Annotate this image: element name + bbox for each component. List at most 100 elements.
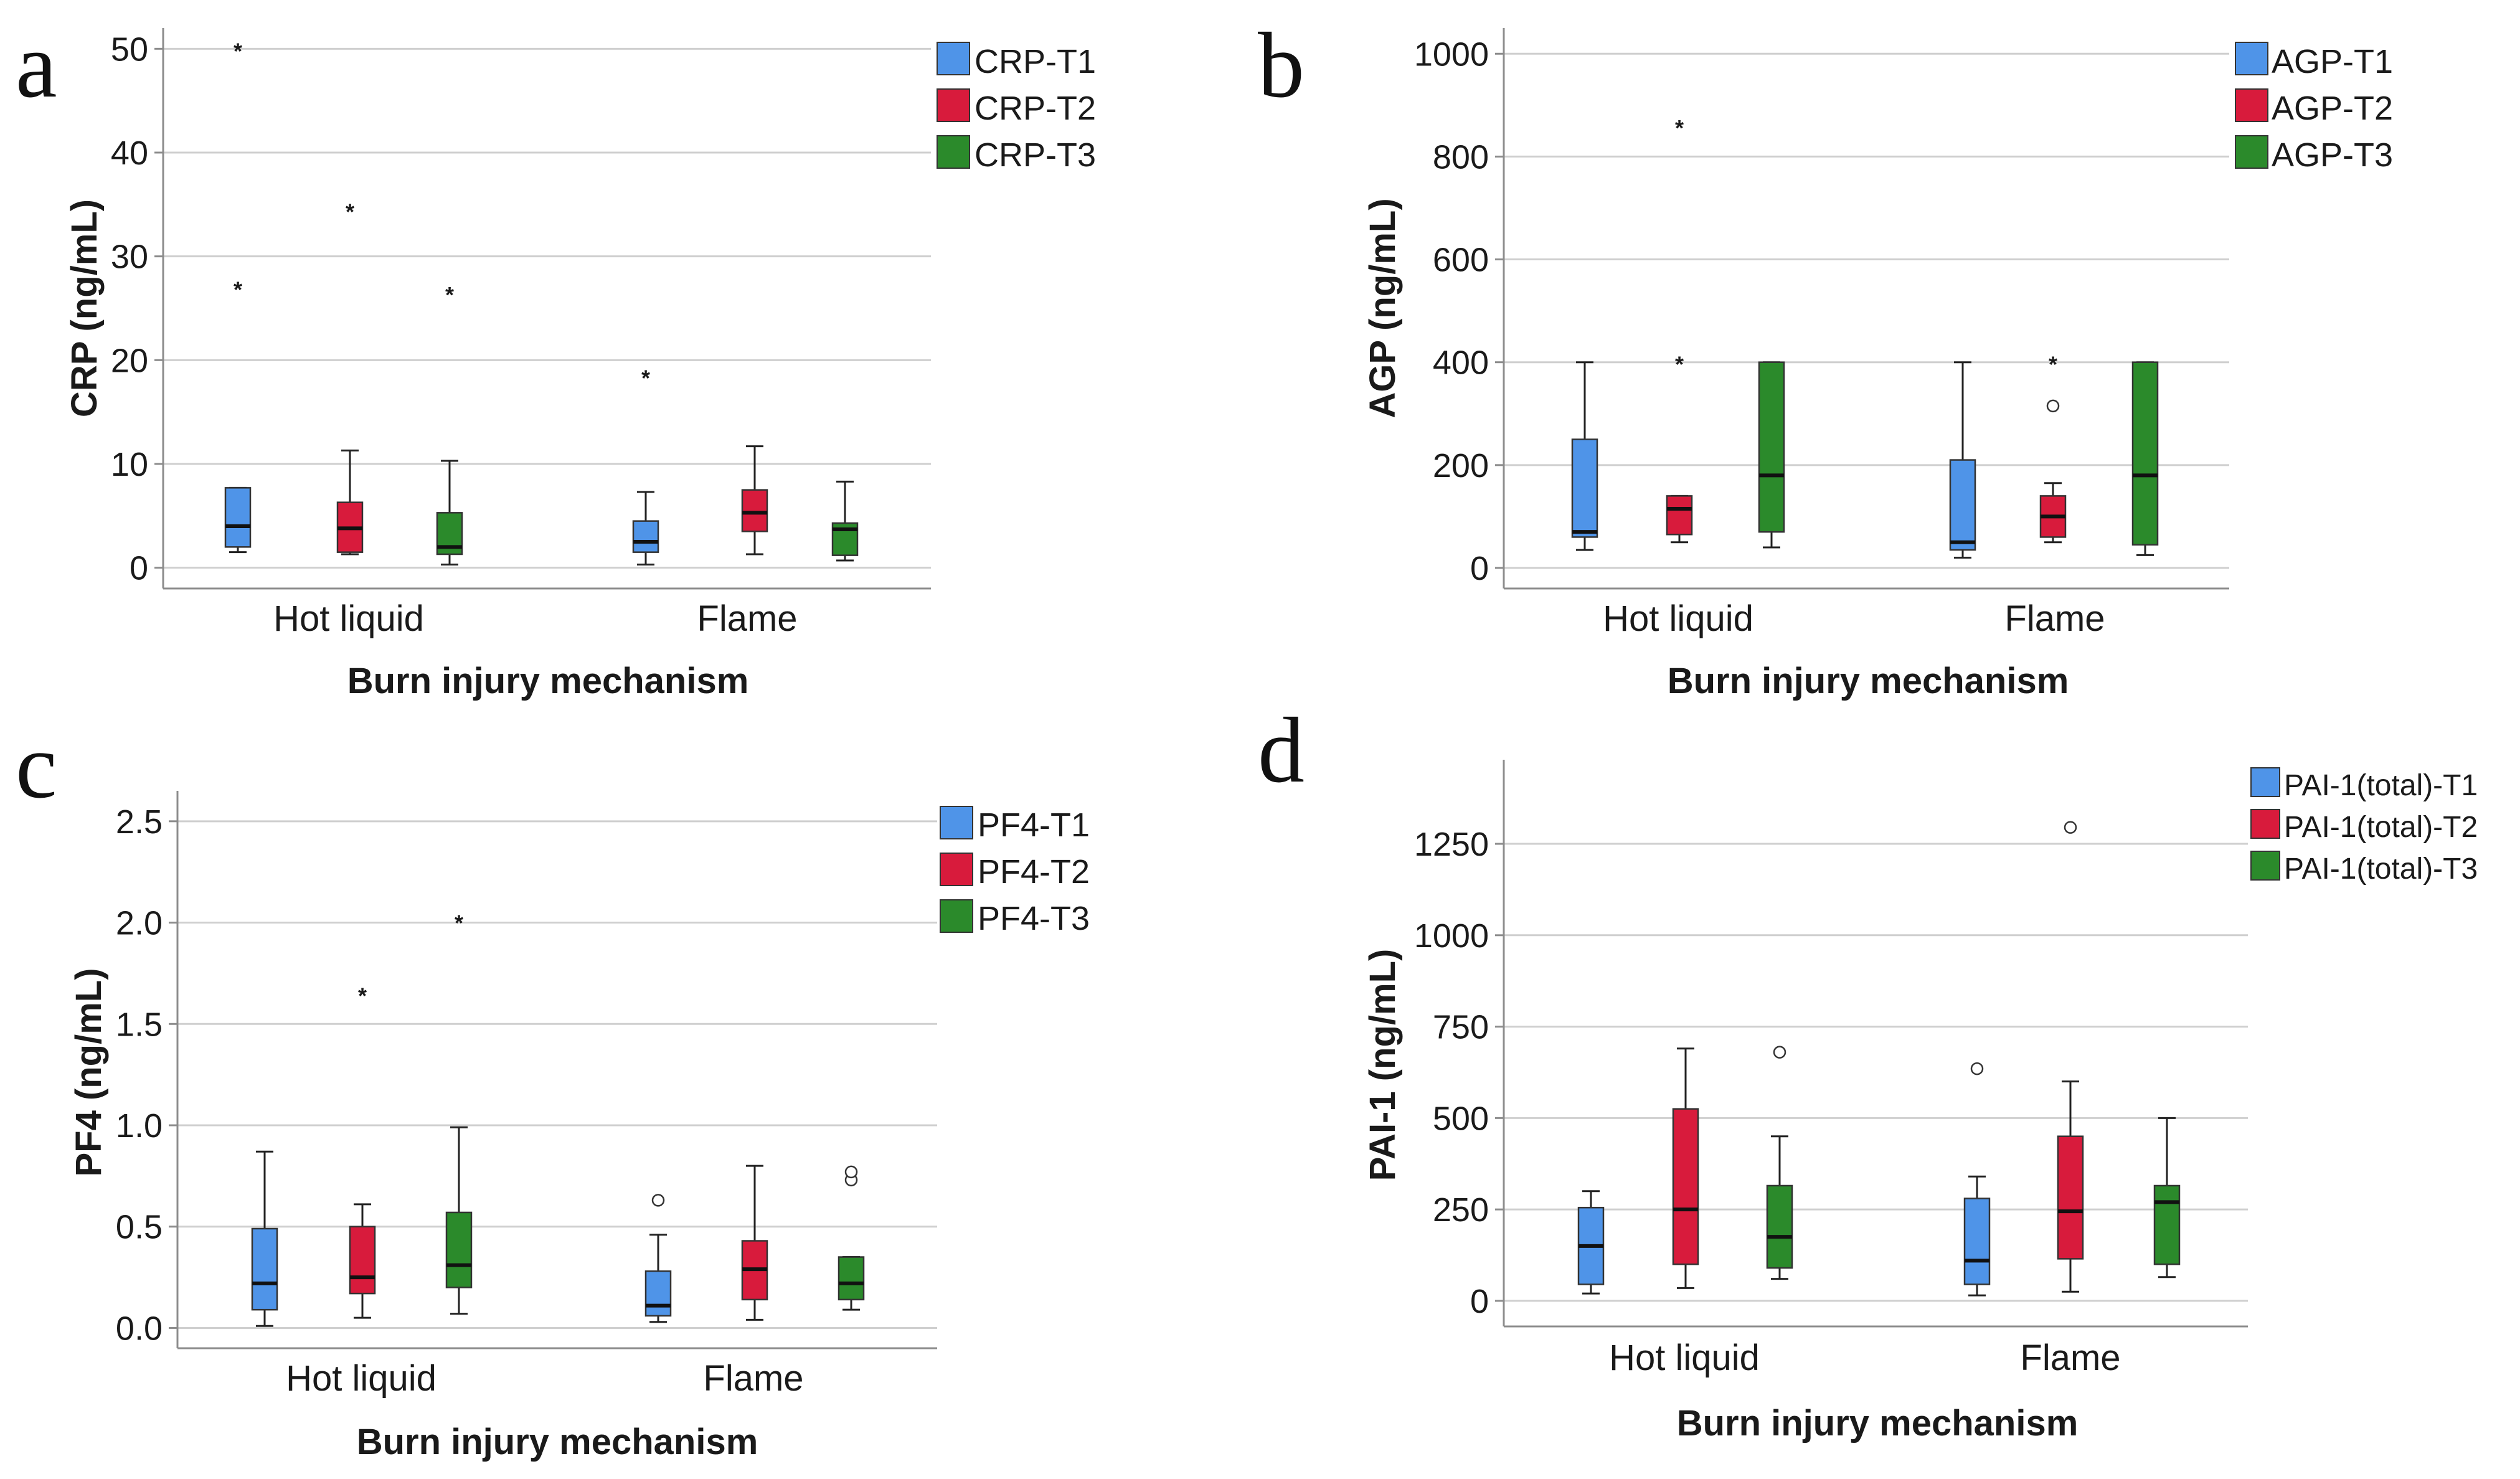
box-pai-1-total-t2-hot-liquid	[1672, 1047, 1699, 1289]
outlier-point	[2064, 821, 2077, 834]
box-iqr	[632, 520, 659, 553]
box-crp-t3-hot-liquid: *	[436, 282, 463, 566]
legend-swatch-t2	[2235, 88, 2268, 122]
extreme-point: *	[445, 282, 454, 308]
box-iqr	[349, 1226, 376, 1295]
outlier-point	[1970, 1062, 1984, 1075]
box-crp-t2-hot-liquid: *	[336, 199, 364, 555]
box-iqr	[2057, 1135, 2084, 1260]
category-label-hot-liquid: Hot liquid	[286, 1358, 437, 1399]
legend-label-t2: PF4-T2	[978, 853, 1090, 891]
box-agp-t2-hot-liquid: **	[1666, 115, 1693, 544]
category-label-hot-liquid: Hot liquid	[1603, 598, 1753, 639]
y-tick-label: 10	[111, 446, 148, 483]
panel-letter-c: c	[16, 714, 57, 818]
box-pai-1-total-t1-hot-liquid	[1577, 1190, 1605, 1295]
extreme-point: *	[234, 277, 242, 303]
extreme-point: *	[358, 983, 367, 1008]
category-label-flame: Flame	[697, 598, 797, 639]
y-tick-label: 200	[1433, 447, 1489, 484]
box-crp-t1-flame: *	[632, 365, 659, 566]
legend-label-t1: PAI-1(total)-T1	[2284, 769, 2478, 802]
y-tick-label: 0.5	[116, 1209, 163, 1246]
extreme-point: *	[2049, 352, 2057, 377]
extreme-point: *	[234, 38, 242, 64]
box-pai-1-total-t2-flame	[2057, 821, 2084, 1293]
box-agp-t2-flame: *	[2039, 352, 2067, 544]
box-iqr	[1766, 1184, 1793, 1269]
box-agp-t1-hot-liquid	[1571, 361, 1598, 551]
category-label-hot-liquid: Hot liquid	[273, 598, 424, 639]
legend-swatch-t2	[937, 88, 970, 122]
y-tick-label: 400	[1433, 344, 1489, 382]
x-axis-label: Burn injury mechanism	[1668, 661, 2069, 701]
y-tick-label: 1.5	[116, 1006, 163, 1043]
y-tick-label: 250	[1433, 1191, 1489, 1229]
box-iqr	[1666, 495, 1693, 536]
extreme-point: *	[1675, 115, 1684, 141]
y-tick-label: 1.0	[116, 1107, 163, 1145]
y-tick-label: 20	[111, 342, 148, 379]
y-axis-label: AGP (ng/mL)	[1362, 198, 1403, 418]
panel-letter-a: a	[16, 14, 57, 117]
box-crp-t2-flame	[741, 445, 768, 555]
box-pf4-t2-flame	[741, 1165, 768, 1321]
box-iqr	[224, 487, 252, 548]
y-tick-label: 500	[1433, 1100, 1489, 1137]
y-tick-label: 1000	[1414, 35, 1489, 73]
legend-label-t3: CRP-T3	[974, 136, 1096, 174]
y-tick-label: 600	[1433, 242, 1489, 279]
legend-swatch-t3	[2235, 135, 2268, 169]
extreme-point: *	[455, 910, 463, 935]
category-label-flame: Flame	[2004, 598, 2105, 639]
outlier-point	[2046, 399, 2060, 413]
box-iqr	[1672, 1108, 1699, 1265]
y-tick-label: 0.0	[116, 1310, 163, 1347]
extreme-point: *	[1675, 352, 1684, 377]
legend: AGP-T1 AGP-T2 AGP-T3	[2235, 42, 2393, 174]
box-iqr	[644, 1270, 672, 1317]
y-tick-label: 40	[111, 135, 148, 172]
extreme-point: *	[641, 365, 650, 390]
legend-label-t2: CRP-T2	[974, 90, 1096, 127]
panel-letter-d: d	[1258, 699, 1305, 802]
panel-c: c 0.0 0.5 1.0 1.5 2.0 2.5 * * PF4 (ng/mL) Hot l…	[16, 714, 1090, 1462]
legend-swatch-t3	[940, 899, 973, 933]
y-tick-label: 0	[1470, 1283, 1489, 1320]
outlier-point	[651, 1194, 665, 1207]
box-agp-t1-flame	[1949, 361, 1976, 559]
box-agp-t3-hot-liquid	[1758, 361, 1785, 549]
box-pf4-t3-hot-liquid: *	[445, 910, 473, 1315]
x-axis-label: Burn injury mechanism	[1677, 1403, 2079, 1444]
box-iqr	[1758, 361, 1785, 533]
legend-swatch-t2	[940, 853, 973, 886]
box-pf4-t1-flame	[644, 1194, 672, 1323]
legend-label-t2: PAI-1(total)-T2	[2284, 811, 2478, 844]
box-iqr	[251, 1227, 278, 1311]
category-label-flame: Flame	[703, 1358, 803, 1399]
legend: PAI-1(total)-T1 PAI-1(total)-T2 PAI-1(to…	[2250, 767, 2478, 886]
y-tick-label: 750	[1433, 1009, 1489, 1046]
legend-label-t1: PF4-T1	[978, 806, 1090, 844]
y-tick-label: 2.5	[116, 803, 163, 841]
legend-swatch-t1	[2250, 767, 2280, 797]
box-iqr	[1571, 438, 1598, 538]
box-pai-1-total-t1-flame	[1963, 1062, 1991, 1297]
y-tick-label: 1000	[1414, 917, 1489, 955]
legend-label-t2: AGP-T2	[2272, 90, 2393, 127]
legend-swatch-t1	[940, 806, 973, 839]
box-iqr	[741, 489, 768, 532]
y-tick-label: 0	[130, 550, 148, 587]
legend-label-t3: AGP-T3	[2272, 136, 2393, 174]
y-axis-label: PAI-1 (ng/mL)	[1362, 949, 1403, 1181]
legend-swatch-t2	[2250, 809, 2280, 839]
chart-pai1: 0 250 500 750 1000 1250	[1414, 760, 2248, 1328]
box-iqr	[838, 1256, 865, 1301]
box-iqr	[2131, 361, 2159, 546]
panel-letter-b: b	[1258, 14, 1305, 117]
